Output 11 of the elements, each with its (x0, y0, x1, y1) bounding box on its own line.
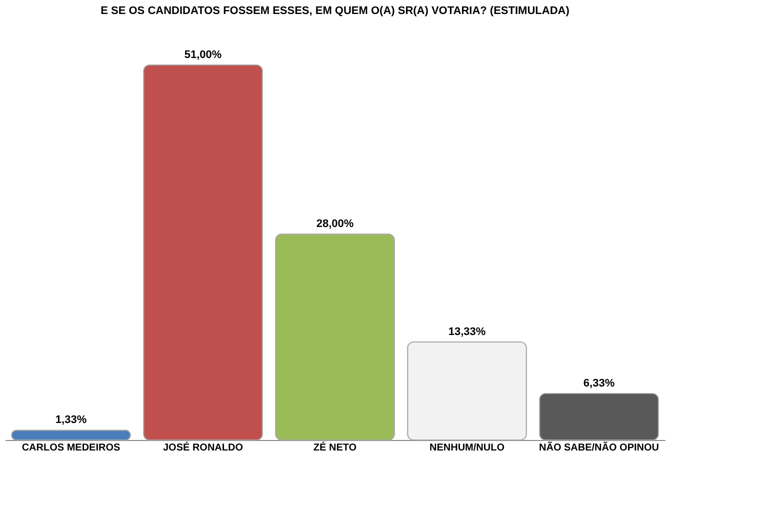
x-tick-label: CARLOS MEDEIROS (22, 442, 120, 454)
chart-title: E SE OS CANDIDATOS FOSSEM ESSES, EM QUEM O(A) SR(A) VOTARIA? (ESTIMULADA) (100, 5, 570, 17)
x-tick-label: ZÉ NETO (313, 442, 357, 454)
data-label: 6,33% (583, 377, 615, 390)
data-label: 1,33% (55, 414, 87, 426)
data-label: 51,00% (184, 49, 222, 61)
data-label: 28,00% (316, 218, 354, 230)
x-tick-label: NÃO SABE/NÃO OPINOU (538, 442, 660, 454)
x-tick-label: JOSÉ RONALDO (162, 442, 244, 454)
x-tick-label: NENHUM/NULO (430, 442, 505, 454)
data-label: 13,33% (448, 326, 486, 338)
